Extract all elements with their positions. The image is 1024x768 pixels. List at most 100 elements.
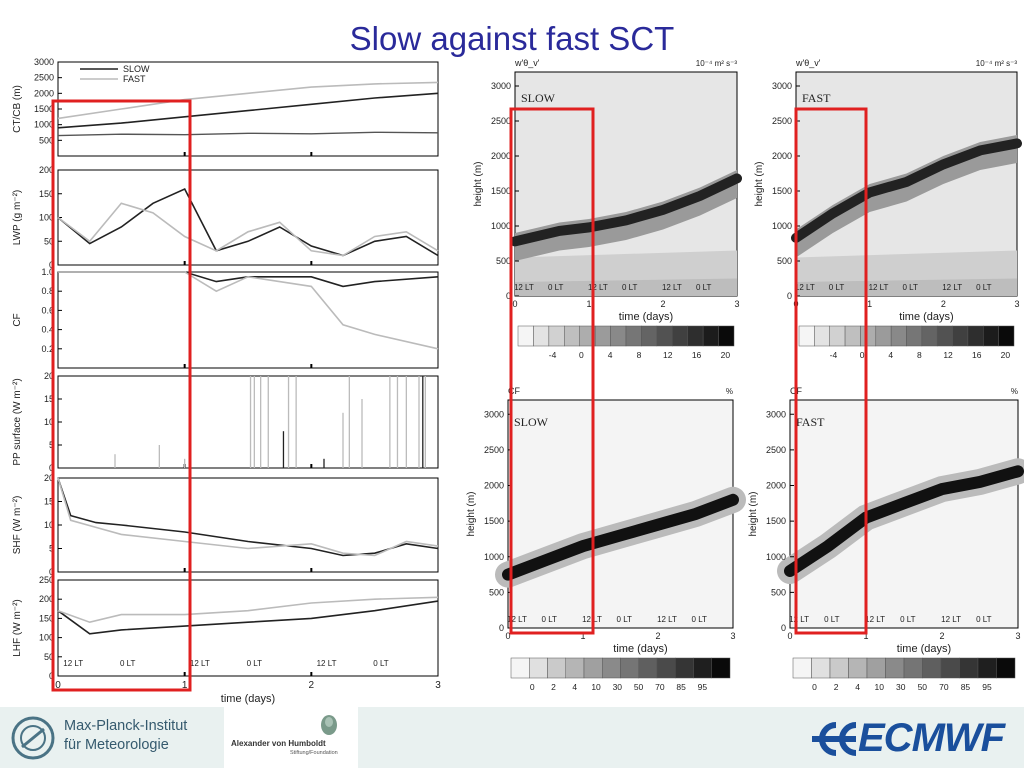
colorbar-cell [792, 657, 812, 679]
x-tick-label: 1 [182, 680, 188, 691]
colorbar-cell [594, 325, 611, 347]
legend-label-slow: SLOW [123, 64, 150, 74]
y-tick-label: 2000 [772, 151, 792, 161]
mpi-logo-icon [11, 716, 55, 760]
colorbar-cell [977, 657, 997, 679]
y-tick-label: 2000 [484, 481, 504, 491]
y-tick-label: 2000 [34, 88, 54, 98]
colorbar-label: -4 [830, 350, 838, 360]
avh-sub: Stiftung/Foundation [290, 750, 338, 756]
flux-core [510, 173, 742, 247]
colorbar-label: 4 [855, 682, 860, 692]
footer-bar: Max-Planck-Institut für Meteorologie Ale… [0, 707, 1024, 768]
y-axis-label: height (m) [748, 491, 759, 536]
colorbar-cell [903, 657, 923, 679]
y-tick-label: 0 [49, 567, 54, 577]
colorbar-cell [641, 325, 658, 347]
y-tick-label: 150 [39, 189, 54, 199]
time-marker-label: 0 LT [696, 283, 712, 292]
left-panel-4: 20 15 10 5 0 PP surface (W m⁻²) [12, 371, 439, 473]
time-marker-label: 12 LT [63, 659, 83, 668]
y-tick-label: 1000 [772, 221, 792, 231]
time-marker-label: 12 LT [190, 659, 210, 668]
colorbar-cell [638, 657, 658, 679]
humboldt-portrait-icon [321, 715, 337, 735]
time-marker-label: 0 LT [617, 615, 633, 624]
y-tick-label: 100 [39, 633, 54, 643]
y-tick-label: 0.4 [41, 325, 54, 335]
colorbar-label: 8 [637, 350, 642, 360]
series-line-fast [57, 81, 439, 120]
colorbar-cell [829, 657, 849, 679]
highlight-box-left [51, 99, 192, 692]
left-panel-6: 250 200 150 100 50 0 LHF (W m⁻²) [12, 575, 439, 681]
corner-label-left: w'θ_v' [795, 58, 821, 68]
colorbar-cell [625, 325, 642, 347]
y-tick-label: 0 [499, 623, 504, 633]
panel-frame [57, 61, 439, 157]
x-tick-label: 1 [580, 631, 585, 641]
colorbar-cell [848, 657, 868, 679]
time-marker-label: 0 LT [902, 283, 918, 292]
colorbar-cell [922, 657, 942, 679]
colorbar-label: 50 [634, 682, 644, 692]
colorbar-cell [610, 325, 627, 347]
time-marker-label: 0 LT [824, 615, 840, 624]
colorbar-label: 0 [860, 350, 865, 360]
x-tick-label: 2 [941, 299, 946, 309]
colorbar-label: 10 [874, 682, 884, 692]
x-tick-label: 0 [787, 631, 792, 641]
y-tick-label: 3000 [484, 409, 504, 419]
y-axis-label: CT/CB (m) [12, 85, 23, 133]
x-axis-label: time (days) [613, 643, 667, 655]
x-axis-label: time (days) [897, 643, 951, 655]
corner-label-right: 10⁻⁴ m² s⁻³ [976, 59, 1018, 68]
colorbar-cell [844, 325, 861, 347]
time-marker-label: 0 LT [976, 283, 992, 292]
left-panel-3: 1.0 0.8 0.6 0.4 0.2 CF [12, 267, 439, 369]
colorbar-label: 10 [591, 682, 601, 692]
colorbar-cell [952, 325, 969, 347]
y-tick-label: 2500 [484, 445, 504, 455]
x-tick-label: 2 [309, 680, 315, 691]
y-tick-label: 2500 [34, 73, 54, 83]
y-tick-label: 500 [489, 587, 504, 597]
colorbar-cell [866, 657, 886, 679]
x-tick-label: 0 [505, 631, 510, 641]
surface-layer-dark [515, 278, 737, 296]
colorbar-cell [936, 325, 953, 347]
series-line-slow [57, 600, 439, 635]
colorbar-cell [921, 325, 938, 347]
colorbar-cell [967, 325, 984, 347]
x-axis-label: time (days) [619, 311, 673, 323]
colorbar-cell [890, 325, 907, 347]
x-tick-label: 3 [730, 631, 735, 641]
colorbar-label: 2 [834, 682, 839, 692]
colorbar-cell [533, 325, 550, 347]
colorbar-label: 95 [698, 682, 708, 692]
colorbar-label: 0 [812, 682, 817, 692]
colorbar-cell [998, 325, 1015, 347]
y-tick-label: 1000 [766, 552, 786, 562]
ecmwf-wordmark: ECMWF [858, 716, 1005, 760]
cloud-fraction-core [502, 493, 739, 581]
time-marker-label: 12 LT [657, 615, 677, 624]
colorbar-cell [798, 325, 815, 347]
colorbar-label: 70 [939, 682, 949, 692]
colorbar-cell [656, 325, 673, 347]
colorbar-label: 0 [530, 682, 535, 692]
y-tick-label: 500 [39, 135, 54, 145]
colorbar-label: 16 [972, 350, 982, 360]
colorbar-cell [983, 325, 999, 347]
y-tick-label: 20 [44, 371, 54, 381]
y-tick-label: 0.8 [41, 286, 54, 296]
time-marker-label: 12 LT [317, 659, 337, 668]
y-axis-label: height (m) [754, 161, 765, 206]
left-panel-5: 20 15 10 5 0 SHF (W m⁻²) [12, 473, 439, 577]
y-tick-label: 1500 [772, 186, 792, 196]
x-tick-label: 0 [512, 299, 517, 309]
y-tick-label: 500 [777, 256, 792, 266]
